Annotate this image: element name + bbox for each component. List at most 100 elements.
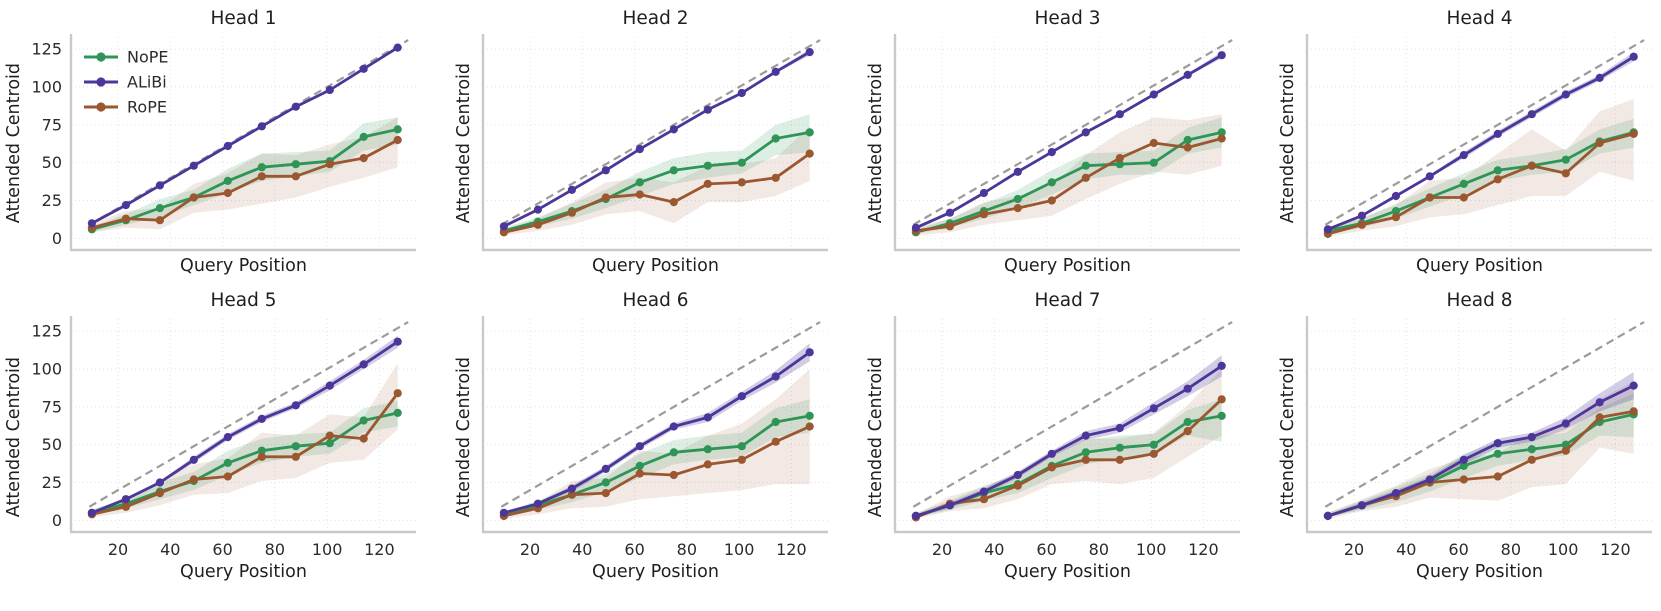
panel-head-5: Head 5 Attended Centroid 0 25 50 75 100 125 20 40… (3, 290, 422, 582)
x-axis-label: Query Position (1004, 256, 1131, 276)
svg-text:25: 25 (42, 473, 62, 492)
x-axis-label: Query Position (180, 562, 307, 582)
x-tick-labels: 20 40 60 80 100 120 (1344, 540, 1631, 559)
panel-head-6: Head 6 Attended Centroid 20 40 60 80 100 120 Que… (453, 290, 834, 582)
x-axis-label: Query Position (180, 256, 307, 276)
panel-head-8: Head 8 Attended Centroid 20 40 60 80 100 120 Que… (1277, 290, 1658, 582)
svg-text:120: 120 (1188, 540, 1219, 559)
x-axis-label: Query Position (1004, 562, 1131, 582)
svg-text:120: 120 (776, 540, 807, 559)
svg-text:0: 0 (52, 229, 62, 248)
chart-canvas (893, 34, 1240, 252)
y-axis-label: Attended Centroid (4, 62, 24, 224)
svg-text:40: 40 (160, 540, 180, 559)
svg-text:0: 0 (52, 511, 62, 530)
legend-entry-alibi: ALiBi (84, 73, 167, 92)
panel-head-7: Head 7 Attended Centroid 20 40 60 80 100 120 Que… (865, 290, 1246, 582)
legend-entry-rope: RoPE (84, 98, 167, 117)
axis-spines (1305, 316, 1652, 534)
panel-title: Head 6 (622, 290, 689, 311)
series-alibi (87, 337, 402, 517)
panel-title: Head 3 (1034, 8, 1101, 29)
identity-reference-line (912, 39, 1233, 226)
gridlines (71, 319, 416, 531)
y-axis-label: Attended Centroid (454, 356, 474, 518)
chart-canvas: 20 40 60 80 100 120 (481, 316, 828, 559)
series-alibi (499, 48, 814, 231)
svg-text:60: 60 (1036, 540, 1056, 559)
axis-spines (481, 316, 828, 534)
svg-text:RoPE: RoPE (127, 98, 167, 117)
series-rope (499, 149, 814, 237)
legend-marker-nope (96, 52, 106, 62)
series-alibi (911, 51, 1226, 232)
series-alibi (1323, 381, 1638, 520)
svg-text:100: 100 (31, 77, 62, 96)
band-rope (91, 362, 398, 518)
y-axis-label: Attended Centroid (866, 62, 886, 224)
series-alibi (1323, 52, 1638, 234)
svg-text:75: 75 (42, 397, 62, 416)
svg-text:120: 120 (1600, 540, 1631, 559)
svg-text:100: 100 (724, 540, 755, 559)
identity-reference-line (500, 39, 821, 226)
x-tick-labels: 20 40 60 80 100 120 (520, 540, 807, 559)
svg-text:50: 50 (42, 435, 62, 454)
identity-reference-line (88, 321, 409, 508)
y-axis-label: Attended Centroid (4, 356, 24, 518)
y-axis-label: Attended Centroid (1278, 62, 1298, 224)
gridlines (1307, 319, 1652, 531)
y-axis-label: Attended Centroid (1278, 356, 1298, 518)
band-alibi (1327, 52, 1634, 231)
x-axis-label: Query Position (1416, 256, 1543, 276)
svg-text:100: 100 (1136, 540, 1167, 559)
chart-canvas (481, 34, 828, 252)
svg-text:125: 125 (31, 40, 62, 59)
x-tick-labels: 20 40 60 80 100 120 (932, 540, 1219, 559)
panel-title: Head 8 (1446, 290, 1513, 311)
svg-text:80: 80 (677, 540, 697, 559)
legend-marker-alibi (96, 77, 106, 87)
series-rope (87, 389, 402, 519)
svg-text:120: 120 (364, 540, 395, 559)
panel-head-3: Head 3 Attended Centroid Query Position (865, 8, 1246, 276)
svg-text:20: 20 (108, 540, 128, 559)
legend-entry-nope: NoPE (84, 48, 169, 67)
x-axis-label: Query Position (592, 256, 719, 276)
series-rope (499, 422, 814, 520)
series-alibi (499, 348, 814, 517)
identity-reference-line (1324, 321, 1645, 508)
legend-marker-rope (96, 102, 106, 112)
svg-text:NoPE: NoPE (127, 48, 169, 67)
band-nope (1327, 393, 1634, 518)
axis-spines (481, 34, 828, 252)
chart-canvas (1305, 34, 1652, 252)
svg-text:ALiBi: ALiBi (127, 73, 167, 92)
identity-reference-line (500, 321, 821, 508)
panel-head-1: Head 1 Attended Centroid 0 25 50 75 100 125 NoPE… (3, 8, 422, 276)
gridlines (1307, 37, 1652, 249)
gridlines (483, 319, 828, 531)
svg-text:100: 100 (1548, 540, 1579, 559)
panel-title: Head 5 (210, 290, 277, 311)
svg-text:20: 20 (520, 540, 540, 559)
svg-text:25: 25 (42, 191, 62, 210)
panel-title: Head 1 (210, 8, 277, 29)
series-alibi (87, 43, 402, 228)
panel-head-2: Head 2 Attended Centroid Query Position (453, 8, 834, 276)
svg-text:100: 100 (312, 540, 343, 559)
legend: NoPE ALiBi RoPE (84, 48, 169, 117)
axis-spines (69, 316, 416, 534)
attended-centroid-figure: Head 1 Attended Centroid 0 25 50 75 100 125 NoPE… (3, 8, 1658, 582)
chart-canvas: 20 40 60 80 100 120 (1305, 316, 1652, 559)
svg-text:80: 80 (265, 540, 285, 559)
axis-spines (1305, 34, 1652, 252)
svg-text:50: 50 (42, 153, 62, 172)
identity-reference-line (912, 321, 1233, 508)
svg-text:100: 100 (31, 359, 62, 378)
axis-spines (893, 34, 1240, 252)
svg-text:40: 40 (984, 540, 1004, 559)
svg-text:60: 60 (1448, 540, 1468, 559)
y-tick-labels: 0 25 50 75 100 125 (31, 322, 62, 530)
svg-text:80: 80 (1501, 540, 1521, 559)
